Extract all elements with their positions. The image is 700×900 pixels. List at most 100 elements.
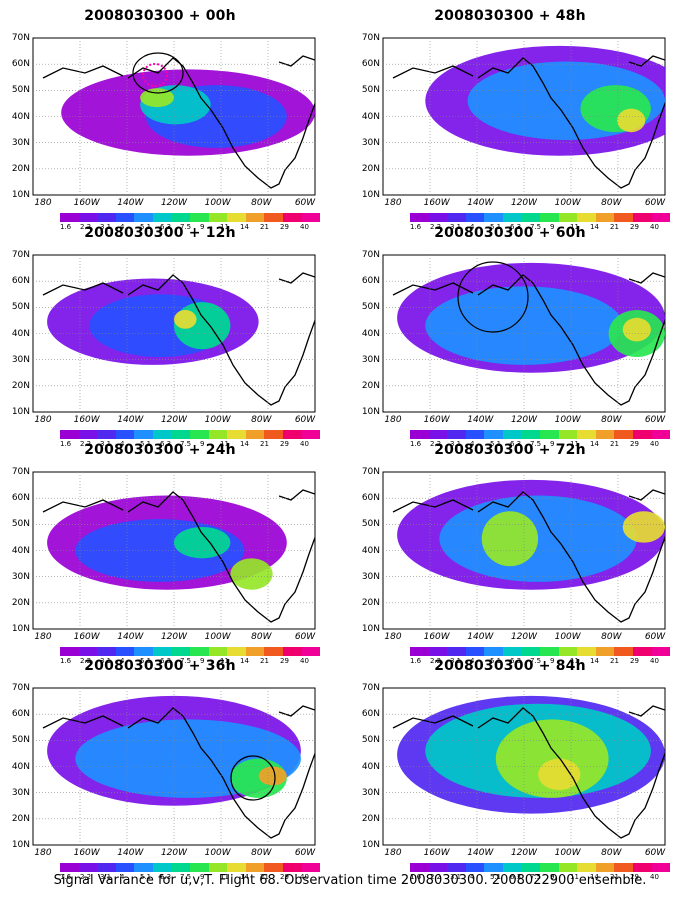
colorbar-label: 7.5 bbox=[530, 440, 542, 448]
colorbar-swatch bbox=[577, 647, 596, 656]
variance-contour-2 bbox=[481, 511, 539, 567]
colorbar-swatch bbox=[558, 430, 578, 439]
colorbar-label: 9 bbox=[550, 223, 555, 231]
longitude-label: 140W bbox=[117, 848, 144, 858]
colorbar-swatch bbox=[614, 430, 633, 439]
longitude-label: 160W bbox=[73, 848, 100, 858]
latitude-label: 30N bbox=[361, 571, 380, 582]
panel-title: 2008030300 + 72h bbox=[434, 442, 586, 458]
colorbar-swatch bbox=[171, 863, 191, 872]
colorbar: 1.6 2.2 3.1 4 5.1 6.3 7.5 9 11 14 21 29 40 bbox=[410, 647, 671, 667]
longitude-label: 100W bbox=[554, 632, 581, 642]
target-region bbox=[132, 52, 184, 94]
colorbar-label: 2.2 bbox=[430, 657, 442, 665]
colorbar-label: 5.1 bbox=[140, 873, 152, 881]
colorbar-label: 5.1 bbox=[140, 223, 152, 231]
colorbar: 1.6 2.2 3.1 4 5.1 6.3 7.5 9 11 14 21 29 40 bbox=[410, 430, 671, 450]
colorbar-label: 21 bbox=[610, 873, 619, 881]
latitude-label: 40N bbox=[11, 111, 30, 122]
latitude-label: 60N bbox=[11, 493, 30, 504]
colorbar-label: 6.3 bbox=[160, 223, 172, 231]
colorbar-swatch bbox=[558, 647, 578, 656]
colorbar-label: 4 bbox=[470, 873, 475, 881]
latitude-label: 60N bbox=[11, 59, 30, 70]
panel-title: 2008030300 + 24h bbox=[84, 442, 236, 458]
coastline bbox=[392, 715, 474, 729]
colorbar: 1.6 2.2 3.1 4 5.1 6.3 7.5 9 11 14 21 29 40 bbox=[410, 213, 671, 233]
colorbar-label: 14 bbox=[240, 657, 249, 665]
colorbar-swatch bbox=[245, 213, 265, 222]
colorbar-swatch bbox=[447, 863, 466, 872]
coastline bbox=[392, 499, 474, 513]
panel-title: 2008030300 + 36h bbox=[84, 658, 236, 674]
colorbar-label: 5.1 bbox=[140, 440, 152, 448]
variance-field bbox=[42, 489, 315, 623]
variance-contour-1 bbox=[425, 286, 623, 365]
latitude-label: 10N bbox=[361, 840, 380, 850]
colorbar-label: 6.3 bbox=[510, 223, 522, 231]
colorbar-swatch bbox=[558, 863, 578, 872]
colorbar-label: 6.3 bbox=[160, 873, 172, 881]
colorbar-swatch bbox=[614, 213, 633, 222]
latitude-label: 60N bbox=[361, 709, 380, 720]
colorbar-label: 2.2 bbox=[80, 873, 92, 881]
colorbar-label: 3.1 bbox=[450, 657, 462, 665]
map-plot bbox=[32, 471, 316, 630]
variance-contour-3 bbox=[258, 766, 287, 786]
coastline bbox=[477, 55, 665, 189]
latitude-label: 30N bbox=[361, 787, 380, 798]
colorbar-swatch bbox=[540, 863, 559, 872]
colorbar-swatch bbox=[577, 863, 596, 872]
target-region bbox=[457, 261, 529, 333]
variance-contour-3 bbox=[174, 309, 197, 329]
colorbar-label: 5.1 bbox=[490, 440, 502, 448]
latitude-label: 30N bbox=[11, 354, 30, 365]
longitude-label: 60W bbox=[294, 848, 316, 858]
longitude-label: 180 bbox=[384, 415, 402, 425]
colorbar-label: 11 bbox=[220, 223, 229, 231]
colorbar-label: 40 bbox=[300, 657, 309, 665]
colorbar-swatch bbox=[428, 647, 448, 656]
colorbar-label: 7.5 bbox=[180, 223, 192, 231]
colorbar-swatch bbox=[614, 863, 633, 872]
colorbar-swatch bbox=[264, 213, 283, 222]
longitude-label: 120W bbox=[510, 415, 538, 425]
colorbar-swatch bbox=[171, 430, 191, 439]
map-plot bbox=[382, 471, 666, 630]
longitude-label: 80W bbox=[251, 198, 272, 208]
longitude-label: 140W bbox=[467, 848, 494, 858]
colorbar-swatch bbox=[301, 863, 321, 872]
map-panel-72h: 2008030300 + 72h 70N 60N 50N 40N 30N 20N 10N 18… bbox=[350, 442, 671, 665]
colorbar-label: 4 bbox=[120, 223, 125, 231]
colorbar-swatch bbox=[115, 213, 135, 222]
colorbar-label: 7.5 bbox=[180, 440, 192, 448]
longitude-label: 120W bbox=[510, 632, 538, 642]
colorbar-label: 2.2 bbox=[80, 440, 92, 448]
colorbar-swatch bbox=[227, 863, 246, 872]
latitude-label: 20N bbox=[361, 813, 380, 824]
colorbar-swatch bbox=[115, 430, 135, 439]
colorbar-label: 6.3 bbox=[510, 657, 522, 665]
colorbar-swatch bbox=[282, 430, 302, 439]
colorbar-label: 7.5 bbox=[530, 873, 542, 881]
longitude-label: 120W bbox=[160, 848, 188, 858]
map-panel-12h: 2008030300 + 12h 70N 60N 50N 40N 30N 20N 10N 18… bbox=[0, 225, 321, 448]
colorbar-swatch bbox=[208, 213, 228, 222]
coastline bbox=[127, 272, 315, 406]
colorbar-swatch bbox=[134, 647, 153, 656]
latitude-label: 20N bbox=[11, 597, 30, 608]
longitude-label: 100W bbox=[204, 632, 231, 642]
longitude-label: 80W bbox=[601, 632, 622, 642]
map-plot bbox=[382, 37, 666, 196]
longitude-label: 180 bbox=[384, 632, 402, 642]
colorbar-label: 5.1 bbox=[490, 223, 502, 231]
colorbar-label: 21 bbox=[260, 873, 269, 881]
latitude-label: 60N bbox=[11, 709, 30, 720]
longitude-label: 140W bbox=[467, 198, 494, 208]
variance-field bbox=[392, 262, 665, 406]
colorbar-swatch bbox=[97, 647, 116, 656]
colorbar-label: 1.6 bbox=[60, 223, 72, 231]
colorbar-label: 3.1 bbox=[100, 873, 112, 881]
panel-title: 2008030300 + 48h bbox=[434, 8, 586, 24]
colorbar-label: 14 bbox=[590, 440, 599, 448]
